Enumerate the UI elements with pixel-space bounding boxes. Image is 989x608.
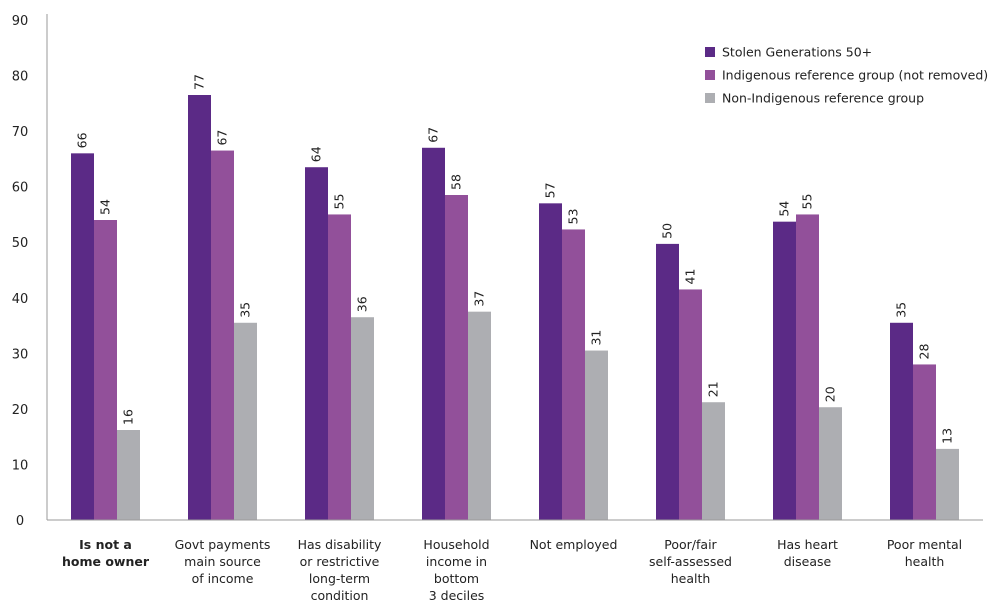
y-tick-label: 60 — [12, 181, 29, 196]
data-label: 55 — [332, 194, 347, 210]
data-label: 35 — [238, 302, 253, 318]
data-label: 50 — [660, 223, 675, 239]
y-tick-label: 10 — [12, 458, 29, 473]
y-tick-label: 0 — [16, 514, 24, 529]
bar — [702, 402, 725, 520]
bar — [773, 221, 796, 520]
y-tick-label: 80 — [12, 70, 29, 85]
data-label: 64 — [309, 146, 324, 162]
bar — [445, 195, 468, 520]
bar — [117, 430, 140, 520]
bar — [913, 364, 936, 520]
x-category-label: Govt payments main source of income — [175, 537, 271, 586]
bars: 66 54 16 77 67 35 64 55 36 67 58 37 57 53 31 50 41 21 54 55… — [71, 74, 959, 521]
data-label: 21 — [706, 381, 721, 397]
x-category-label: Is not a home owner — [62, 537, 150, 569]
data-label: 36 — [355, 296, 370, 312]
bar — [656, 243, 679, 520]
y-tick-label: 20 — [12, 403, 29, 418]
data-label: 41 — [683, 269, 698, 285]
x-category-label: Poor/fair self-assessed health — [649, 537, 732, 586]
bar — [562, 229, 585, 520]
data-label: 16 — [121, 409, 136, 425]
y-tick-label: 90 — [12, 14, 29, 29]
x-category-label: Has disability or restrictive long-term con… — [298, 537, 382, 603]
bar — [539, 203, 562, 521]
bar — [351, 317, 374, 520]
data-label: 20 — [823, 386, 838, 402]
legend: Stolen Generations 50+ Indigenous referen… — [705, 45, 988, 106]
y-axis: 0 10 20 30 40 50 60 70 80 90 — [12, 14, 48, 529]
bar — [188, 95, 211, 520]
data-label: 13 — [940, 428, 955, 444]
data-label: 31 — [589, 330, 604, 346]
x-category-label: Not employed — [530, 537, 618, 552]
y-tick-label: 40 — [12, 292, 29, 307]
data-label: 67 — [215, 130, 230, 146]
data-label: 37 — [472, 291, 487, 307]
bar — [796, 214, 819, 520]
data-label: 28 — [917, 343, 932, 359]
x-category-label: Poor mental health — [887, 537, 962, 569]
y-tick-label: 30 — [12, 347, 29, 362]
data-label: 67 — [426, 127, 441, 143]
y-tick-label: 50 — [12, 236, 29, 251]
x-category-label: Has heart disease — [777, 537, 838, 569]
bar — [679, 289, 702, 520]
bar — [890, 322, 913, 520]
data-label: 57 — [543, 182, 558, 198]
data-label: 66 — [75, 132, 90, 148]
data-label: 55 — [800, 194, 815, 210]
bar — [468, 311, 491, 520]
legend-label: Indigenous reference group (not removed) — [722, 68, 988, 83]
legend-swatch — [705, 93, 715, 103]
bar — [305, 167, 328, 520]
legend-label: Stolen Generations 50+ — [722, 45, 872, 60]
bar — [94, 220, 117, 520]
data-label: 54 — [777, 201, 792, 217]
legend-swatch — [705, 47, 715, 57]
data-label: 58 — [449, 174, 464, 190]
x-category-label: Household income in bottom 3 deciles — [423, 537, 489, 603]
bar — [211, 150, 234, 521]
bar — [422, 147, 445, 520]
data-label: 54 — [98, 199, 113, 215]
data-label: 53 — [566, 209, 581, 225]
data-label: 35 — [894, 302, 909, 318]
bar — [71, 153, 94, 521]
x-axis: Is not a home owner Govt payments main sour… — [47, 519, 983, 603]
bar — [585, 350, 608, 520]
legend-label: Non-Indigenous reference group — [722, 91, 924, 106]
y-tick-label: 70 — [12, 125, 29, 140]
legend-swatch — [705, 70, 715, 80]
bar — [234, 322, 257, 520]
bar — [328, 214, 351, 520]
data-label: 77 — [192, 74, 207, 90]
bar — [936, 448, 959, 520]
bar — [819, 407, 842, 520]
